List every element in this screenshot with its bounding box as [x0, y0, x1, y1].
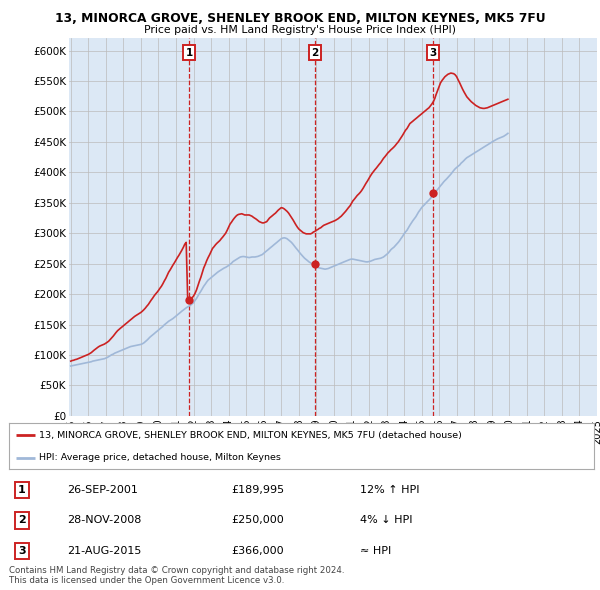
- Text: HPI: Average price, detached house, Milton Keynes: HPI: Average price, detached house, Milt…: [40, 453, 281, 462]
- Text: 1: 1: [18, 486, 26, 495]
- Text: 26-SEP-2001: 26-SEP-2001: [67, 486, 139, 495]
- Text: 1: 1: [185, 48, 193, 58]
- Text: 28-NOV-2008: 28-NOV-2008: [67, 516, 142, 526]
- Text: 2: 2: [18, 516, 26, 526]
- Text: £366,000: £366,000: [232, 546, 284, 556]
- Text: 12% ↑ HPI: 12% ↑ HPI: [360, 486, 419, 495]
- Text: Price paid vs. HM Land Registry's House Price Index (HPI): Price paid vs. HM Land Registry's House …: [144, 25, 456, 35]
- Text: Contains HM Land Registry data © Crown copyright and database right 2024.: Contains HM Land Registry data © Crown c…: [9, 566, 344, 575]
- Text: This data is licensed under the Open Government Licence v3.0.: This data is licensed under the Open Gov…: [9, 576, 284, 585]
- Text: 3: 3: [429, 48, 436, 58]
- Text: 13, MINORCA GROVE, SHENLEY BROOK END, MILTON KEYNES, MK5 7FU: 13, MINORCA GROVE, SHENLEY BROOK END, MI…: [55, 12, 545, 25]
- Text: 21-AUG-2015: 21-AUG-2015: [67, 546, 142, 556]
- Text: £250,000: £250,000: [232, 516, 284, 526]
- Text: ≈ HPI: ≈ HPI: [360, 546, 391, 556]
- Text: 2: 2: [311, 48, 319, 58]
- Text: 3: 3: [18, 546, 26, 556]
- Text: 4% ↓ HPI: 4% ↓ HPI: [360, 516, 413, 526]
- Text: £189,995: £189,995: [232, 486, 284, 495]
- Text: 13, MINORCA GROVE, SHENLEY BROOK END, MILTON KEYNES, MK5 7FU (detached house): 13, MINORCA GROVE, SHENLEY BROOK END, MI…: [40, 431, 462, 440]
